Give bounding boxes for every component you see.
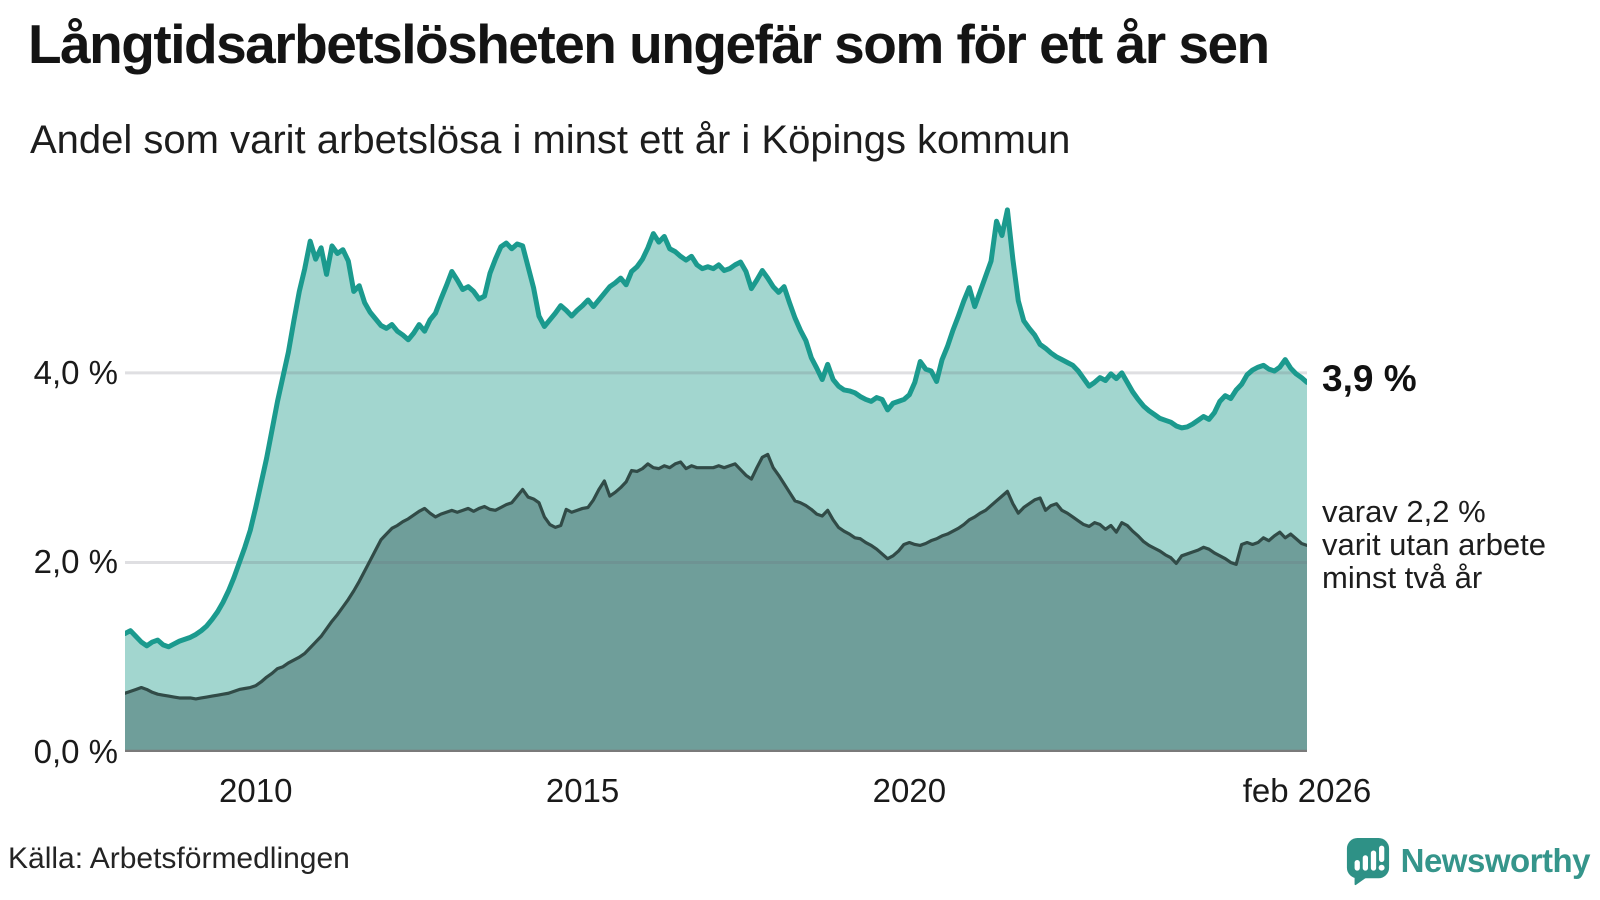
source-note: Källa: Arbetsförmedlingen — [8, 842, 350, 875]
x-tick-2020: 2020 — [872, 772, 947, 809]
latest-two-years-line2: varit utan arbete — [1322, 527, 1547, 563]
y-tick-2: 2,0 % — [33, 543, 118, 581]
x-tick-feb2026: feb 2026 — [1242, 772, 1372, 809]
y-tick-4: 4,0 % — [33, 353, 118, 391]
plot-area — [125, 190, 1307, 752]
line-unemployed-2yr — [125, 452, 1307, 701]
chart-subtitle: Andel som varit arbetslösa i minst ett å… — [30, 118, 1071, 162]
newsworthy-bubble-icon — [1346, 838, 1389, 886]
latest-two-years-line3: minst två år — [1322, 560, 1483, 596]
x-tick-2015: 2015 — [545, 772, 620, 809]
x-tick-2010: 2010 — [219, 772, 293, 809]
line-unemployed-1yr — [125, 207, 1307, 650]
chart-svg — [125, 207, 1307, 752]
newsworthy-logo: Newsworthy — [1345, 836, 1591, 886]
area-unemployed-2yr — [125, 454, 1307, 752]
latest-total-label: 3,9 % — [1322, 358, 1417, 400]
page-title: Långtidsarbetslösheten ungefär som för e… — [28, 13, 1270, 75]
y-tick-0: 0,0 % — [33, 733, 118, 770]
latest-two-years-line1: varav 2,2 % — [1322, 494, 1486, 530]
latest-two-years-label: varav 2,2 % varit utan arbete minst två … — [1322, 495, 1546, 594]
newsworthy-wordmark: Newsworthy — [1400, 842, 1591, 879]
